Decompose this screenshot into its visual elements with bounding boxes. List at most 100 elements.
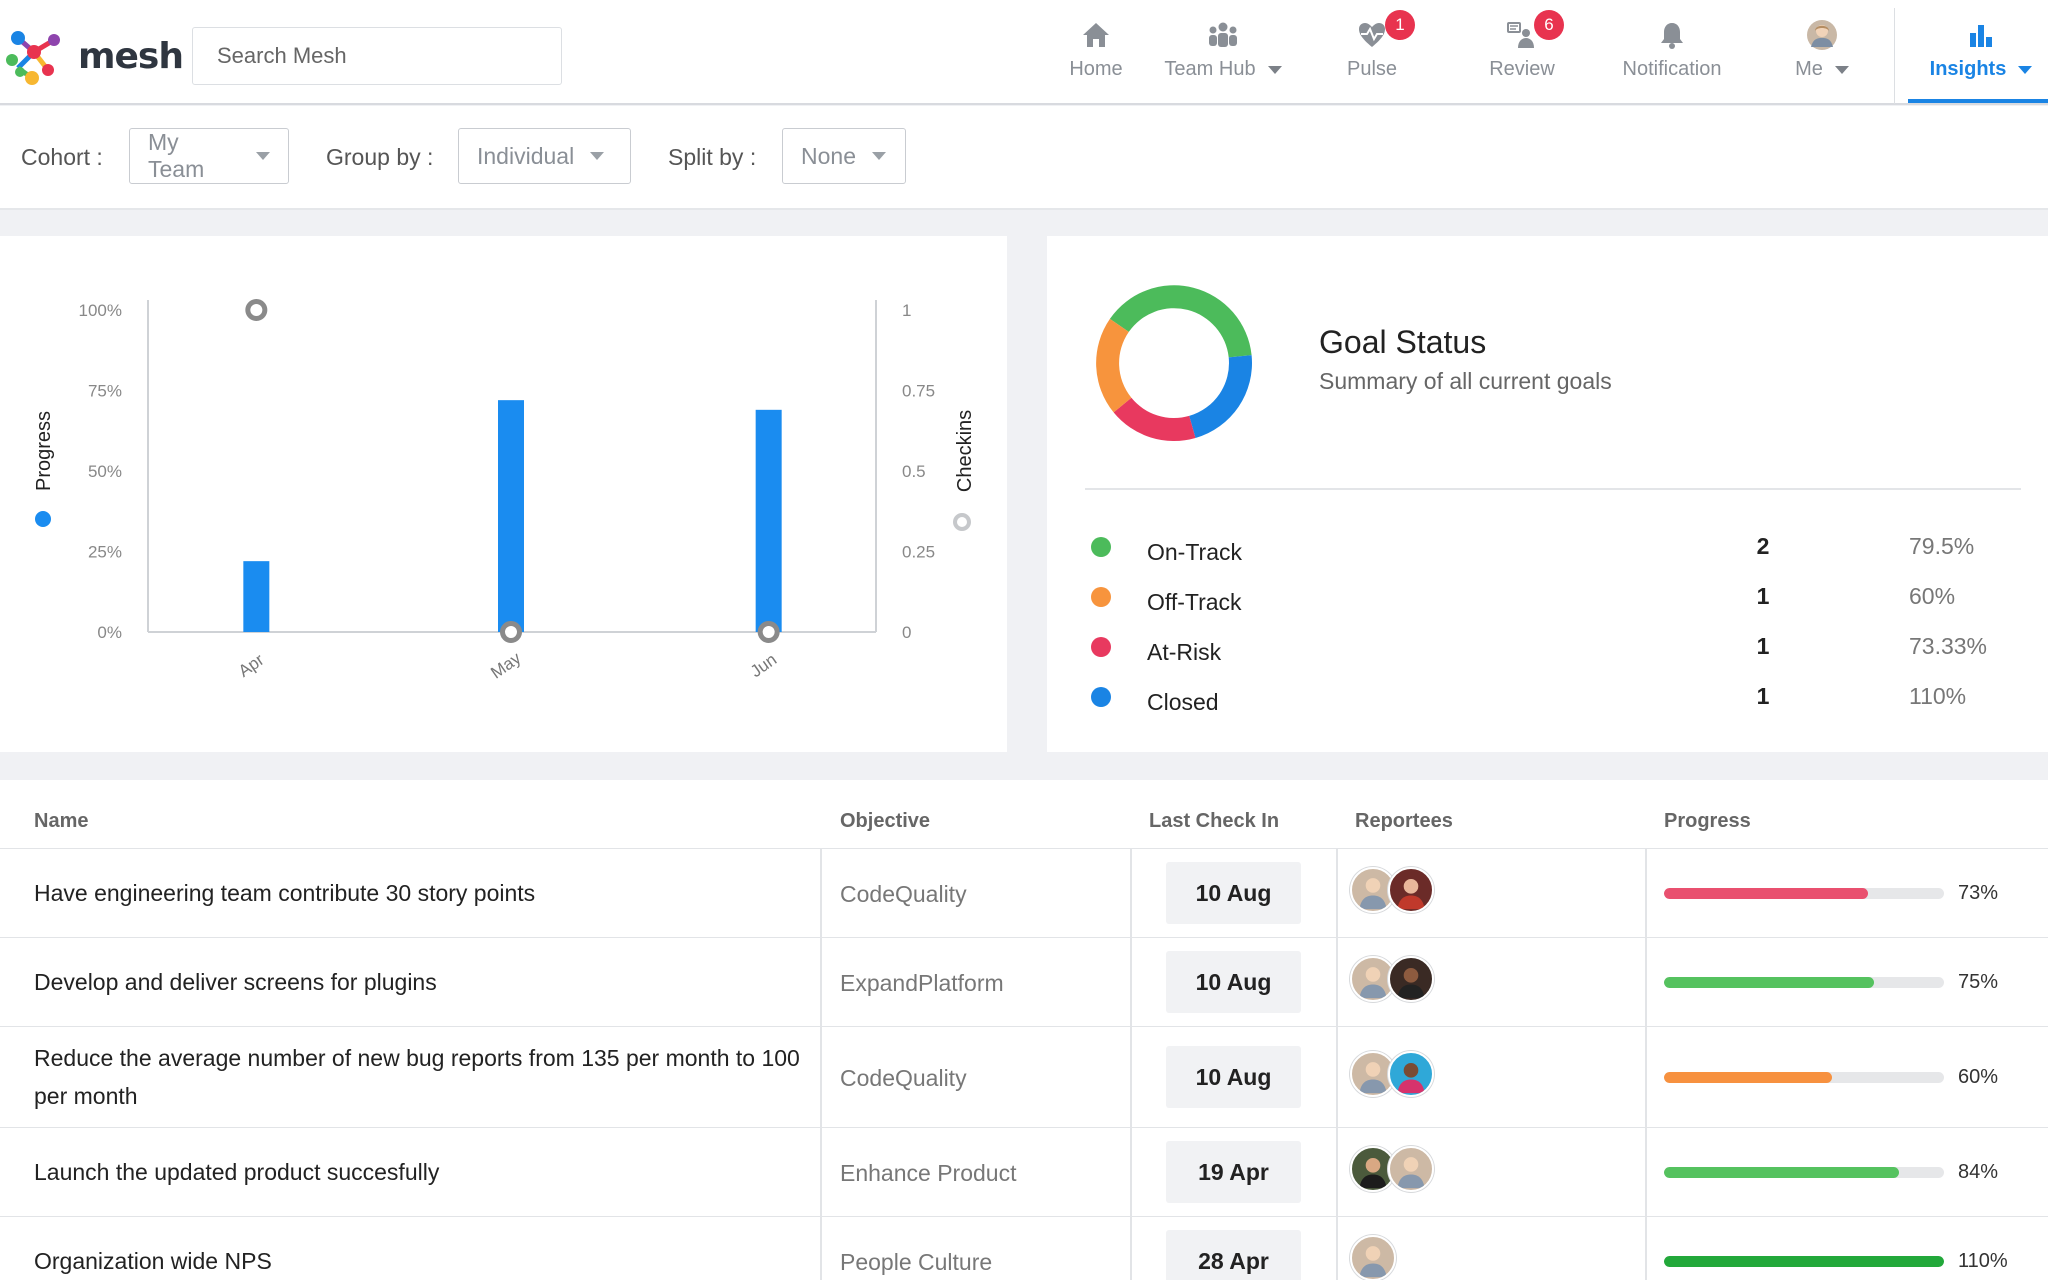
legend-pct: 73.33% bbox=[1909, 633, 1988, 659]
goal-name[interactable]: Organization wide NPS bbox=[34, 1248, 272, 1274]
chevron-down-icon bbox=[871, 152, 886, 160]
goal-status-subtitle: Summary of all current goals bbox=[1319, 368, 1612, 394]
legend-pct: 110% bbox=[1909, 683, 1967, 709]
avatar bbox=[1388, 867, 1434, 913]
avatar bbox=[1350, 867, 1396, 913]
progress-bar bbox=[1664, 1256, 1944, 1267]
point-checkins-apr bbox=[245, 299, 268, 321]
y-tick-label-left: 100% bbox=[79, 301, 122, 320]
progress-bar bbox=[1664, 888, 1944, 899]
goal-objective: CodeQuality bbox=[840, 1065, 967, 1091]
mesh-logo-icon bbox=[6, 31, 60, 85]
progress-fill bbox=[1664, 888, 1869, 899]
legend-row-at-risk[interactable]: At-Risk 1 73.33% bbox=[1091, 632, 1991, 665]
last-check-in: 10 Aug bbox=[1166, 1046, 1301, 1108]
goal-name[interactable]: Reduce the average number of new bug rep… bbox=[34, 1045, 800, 1109]
y-tick-label-left: 25% bbox=[88, 543, 122, 562]
legend-marker-checkins bbox=[953, 513, 971, 531]
chevron-down-icon bbox=[1834, 65, 1849, 74]
cohort-select[interactable]: My Team bbox=[129, 128, 289, 184]
reportees[interactable] bbox=[1350, 1146, 1434, 1192]
group-by-label: Group by : bbox=[326, 144, 434, 170]
bell-icon bbox=[1659, 18, 1685, 52]
nav-review[interactable]: 6 Review bbox=[1470, 10, 1574, 88]
cohort-value: My Team bbox=[148, 129, 205, 182]
nav-insights[interactable]: Insights bbox=[1920, 18, 2042, 88]
table-row[interactable]: Develop and deliver screens for plugins … bbox=[0, 937, 2048, 1027]
legend-name: Off-Track bbox=[1147, 589, 1242, 615]
last-check-in: 10 Aug bbox=[1166, 951, 1301, 1013]
group-by-select[interactable]: Individual bbox=[458, 128, 631, 184]
header-last-check-in[interactable]: Last Check In bbox=[1149, 810, 1280, 832]
last-check-in: 19 Apr bbox=[1166, 1141, 1301, 1203]
team-icon bbox=[1207, 18, 1239, 52]
header-name[interactable]: Name bbox=[34, 810, 89, 832]
progress-bar bbox=[1664, 977, 1944, 988]
nav-insights-label: Insights bbox=[1929, 58, 2007, 80]
chevron-down-icon bbox=[590, 152, 605, 160]
header-progress[interactable]: Progress bbox=[1664, 810, 1751, 832]
nav-me[interactable]: Me bbox=[1784, 18, 1860, 88]
nav-pulse[interactable]: 1 Pulse bbox=[1324, 10, 1420, 88]
donut-segment-at-risk bbox=[1113, 397, 1196, 442]
legend-pct: 60% bbox=[1909, 583, 1956, 609]
column-divider bbox=[1645, 1027, 1647, 1128]
column-divider bbox=[1130, 849, 1132, 938]
table-row[interactable]: Organization wide NPS People Culture 28 … bbox=[0, 1216, 2048, 1280]
header-reportees[interactable]: Reportees bbox=[1355, 810, 1453, 832]
reportees[interactable] bbox=[1350, 1051, 1434, 1097]
closed-dot bbox=[1091, 687, 1111, 707]
legend-pct: 79.5% bbox=[1909, 533, 1975, 559]
reportees[interactable] bbox=[1350, 867, 1434, 913]
column-divider bbox=[1645, 938, 1647, 1027]
progress-percent: 73% bbox=[1958, 882, 1999, 904]
split-by-value: None bbox=[801, 142, 856, 169]
table-row[interactable]: Have engineering team contribute 30 stor… bbox=[0, 848, 2048, 938]
bar-progress-apr bbox=[243, 561, 270, 632]
bar-progress-may bbox=[498, 400, 524, 632]
progress-fill bbox=[1664, 977, 1874, 988]
goal-name[interactable]: Launch the updated product succesfully bbox=[34, 1159, 440, 1185]
at-risk-dot bbox=[1091, 637, 1111, 657]
column-divider bbox=[1336, 1128, 1338, 1217]
progress-percent: 75% bbox=[1958, 971, 1999, 993]
column-divider bbox=[1130, 1217, 1132, 1280]
progress-bar bbox=[1664, 1167, 1944, 1178]
legend-name: At-Risk bbox=[1147, 639, 1222, 665]
y-axis-label-right: Checkins bbox=[954, 410, 976, 492]
y-tick-label-right: 0.75 bbox=[902, 382, 935, 401]
y-tick-label-right: 0.5 bbox=[902, 462, 926, 481]
nav-team-hub[interactable]: Team Hub bbox=[1160, 18, 1286, 88]
table-row[interactable]: Launch the updated product succesfully E… bbox=[0, 1127, 2048, 1217]
goal-objective: CodeQuality bbox=[840, 881, 967, 907]
nav-me-label: Me bbox=[1795, 58, 1823, 80]
nav-team-hub-label: Team Hub bbox=[1164, 58, 1256, 80]
split-by-select[interactable]: None bbox=[782, 128, 906, 184]
mesh-logo[interactable]: mesh bbox=[4, 24, 184, 88]
progress-fill bbox=[1664, 1256, 1944, 1267]
reportees[interactable] bbox=[1350, 1235, 1396, 1280]
column-divider bbox=[1130, 1027, 1132, 1128]
avatar bbox=[1388, 1051, 1434, 1097]
filter-bar: Cohort : My Team Group by : Individual S… bbox=[0, 106, 2048, 210]
legend-row-on-track[interactable]: On-Track 2 79.5% bbox=[1091, 532, 1991, 565]
chevron-down-icon bbox=[256, 152, 270, 160]
nav-home[interactable]: Home bbox=[1044, 18, 1148, 88]
legend-row-off-track[interactable]: Off-Track 1 60% bbox=[1091, 582, 1991, 615]
nav-notification[interactable]: Notification bbox=[1610, 18, 1734, 88]
goal-name[interactable]: Develop and deliver screens for plugins bbox=[34, 969, 437, 995]
column-divider bbox=[1336, 1217, 1338, 1280]
active-tab-indicator bbox=[1908, 99, 2048, 103]
pulse-icon: 1 bbox=[1357, 10, 1415, 52]
y-tick-label-left: 50% bbox=[88, 462, 122, 481]
table-row[interactable]: Reduce the average number of new bug rep… bbox=[0, 1026, 2048, 1128]
progress-bar bbox=[1664, 1072, 1944, 1083]
header-objective[interactable]: Objective bbox=[840, 810, 931, 832]
search-input[interactable] bbox=[192, 27, 562, 85]
legend-count: 1 bbox=[1756, 633, 1770, 659]
donut-segment-closed bbox=[1189, 355, 1253, 438]
legend-row-closed[interactable]: Closed 1 110% bbox=[1091, 682, 1991, 715]
reportees[interactable] bbox=[1350, 956, 1434, 1002]
goal-name[interactable]: Have engineering team contribute 30 stor… bbox=[34, 880, 536, 906]
goal-status-card: Goal Status Summary of all current goals… bbox=[1047, 236, 2048, 752]
